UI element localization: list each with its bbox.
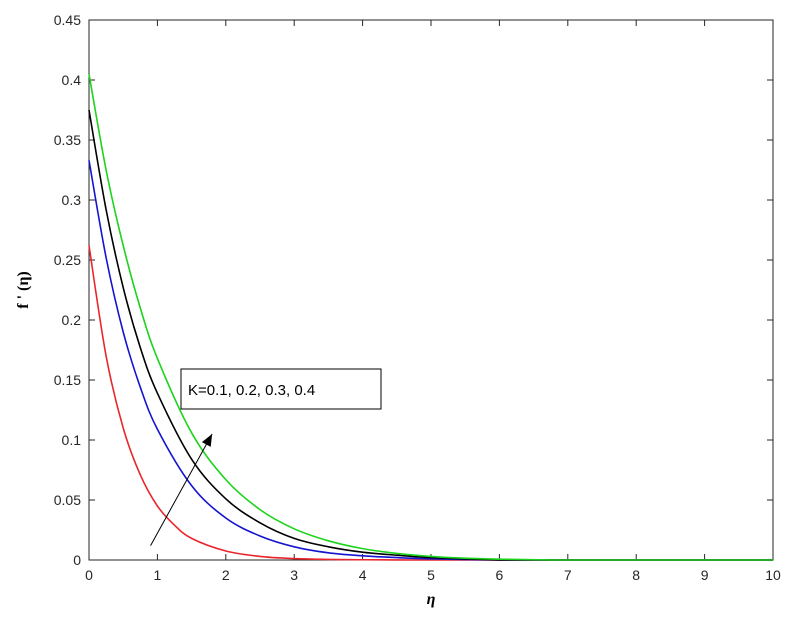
x-axis-label: η [427,591,436,608]
annotation-box [180,368,382,410]
x-tick-label: 4 [359,567,367,583]
series-line-4 [88,73,773,561]
y-axis-label: f ' (η) [15,271,32,309]
tick-group: 0 1 2 3 4 5 6 7 8 9 10 0 0.05 0.1 0.15 0.2 0.25 0.3 0.35 0.… [54,12,781,583]
x-tick-label: 8 [632,567,640,583]
x-tick-label: 9 [701,567,709,583]
x-tick-label: 7 [564,567,572,583]
x-tick-label: 5 [427,567,435,583]
y-tick-label: 0.3 [62,192,82,208]
y-tick-label: 0.1 [62,432,82,448]
annotation-arrow [150,433,213,546]
x-tick-label: 1 [154,567,162,583]
y-tick-label: 0.35 [54,132,81,148]
y-tick-label: 0.15 [54,372,81,388]
annotation-arrowhead [201,434,213,447]
y-tick-label: 0 [73,552,81,568]
x-tick-label: 6 [496,567,504,583]
y-tick-label: 0.2 [62,312,82,328]
y-tick-label: 0.25 [54,252,81,268]
x-tick-label: 0 [85,567,93,583]
annotation-group: K=0.1, 0.2, 0.3, 0.4 [150,368,382,546]
series-group [88,73,773,561]
series-line-3 [88,109,773,561]
y-tick-label: 0.4 [62,72,82,88]
x-tick-label: 3 [290,567,298,583]
series-line-1 [88,245,773,561]
y-tick-label: 0.45 [54,12,81,28]
x-tick-label: 10 [765,567,781,583]
series-line-2 [88,160,773,561]
x-tick-label: 2 [222,567,230,583]
annotation-text: K=0.1, 0.2, 0.3, 0.4 [188,382,315,399]
plot-area [88,19,774,561]
y-tick-label: 0.05 [54,492,81,508]
